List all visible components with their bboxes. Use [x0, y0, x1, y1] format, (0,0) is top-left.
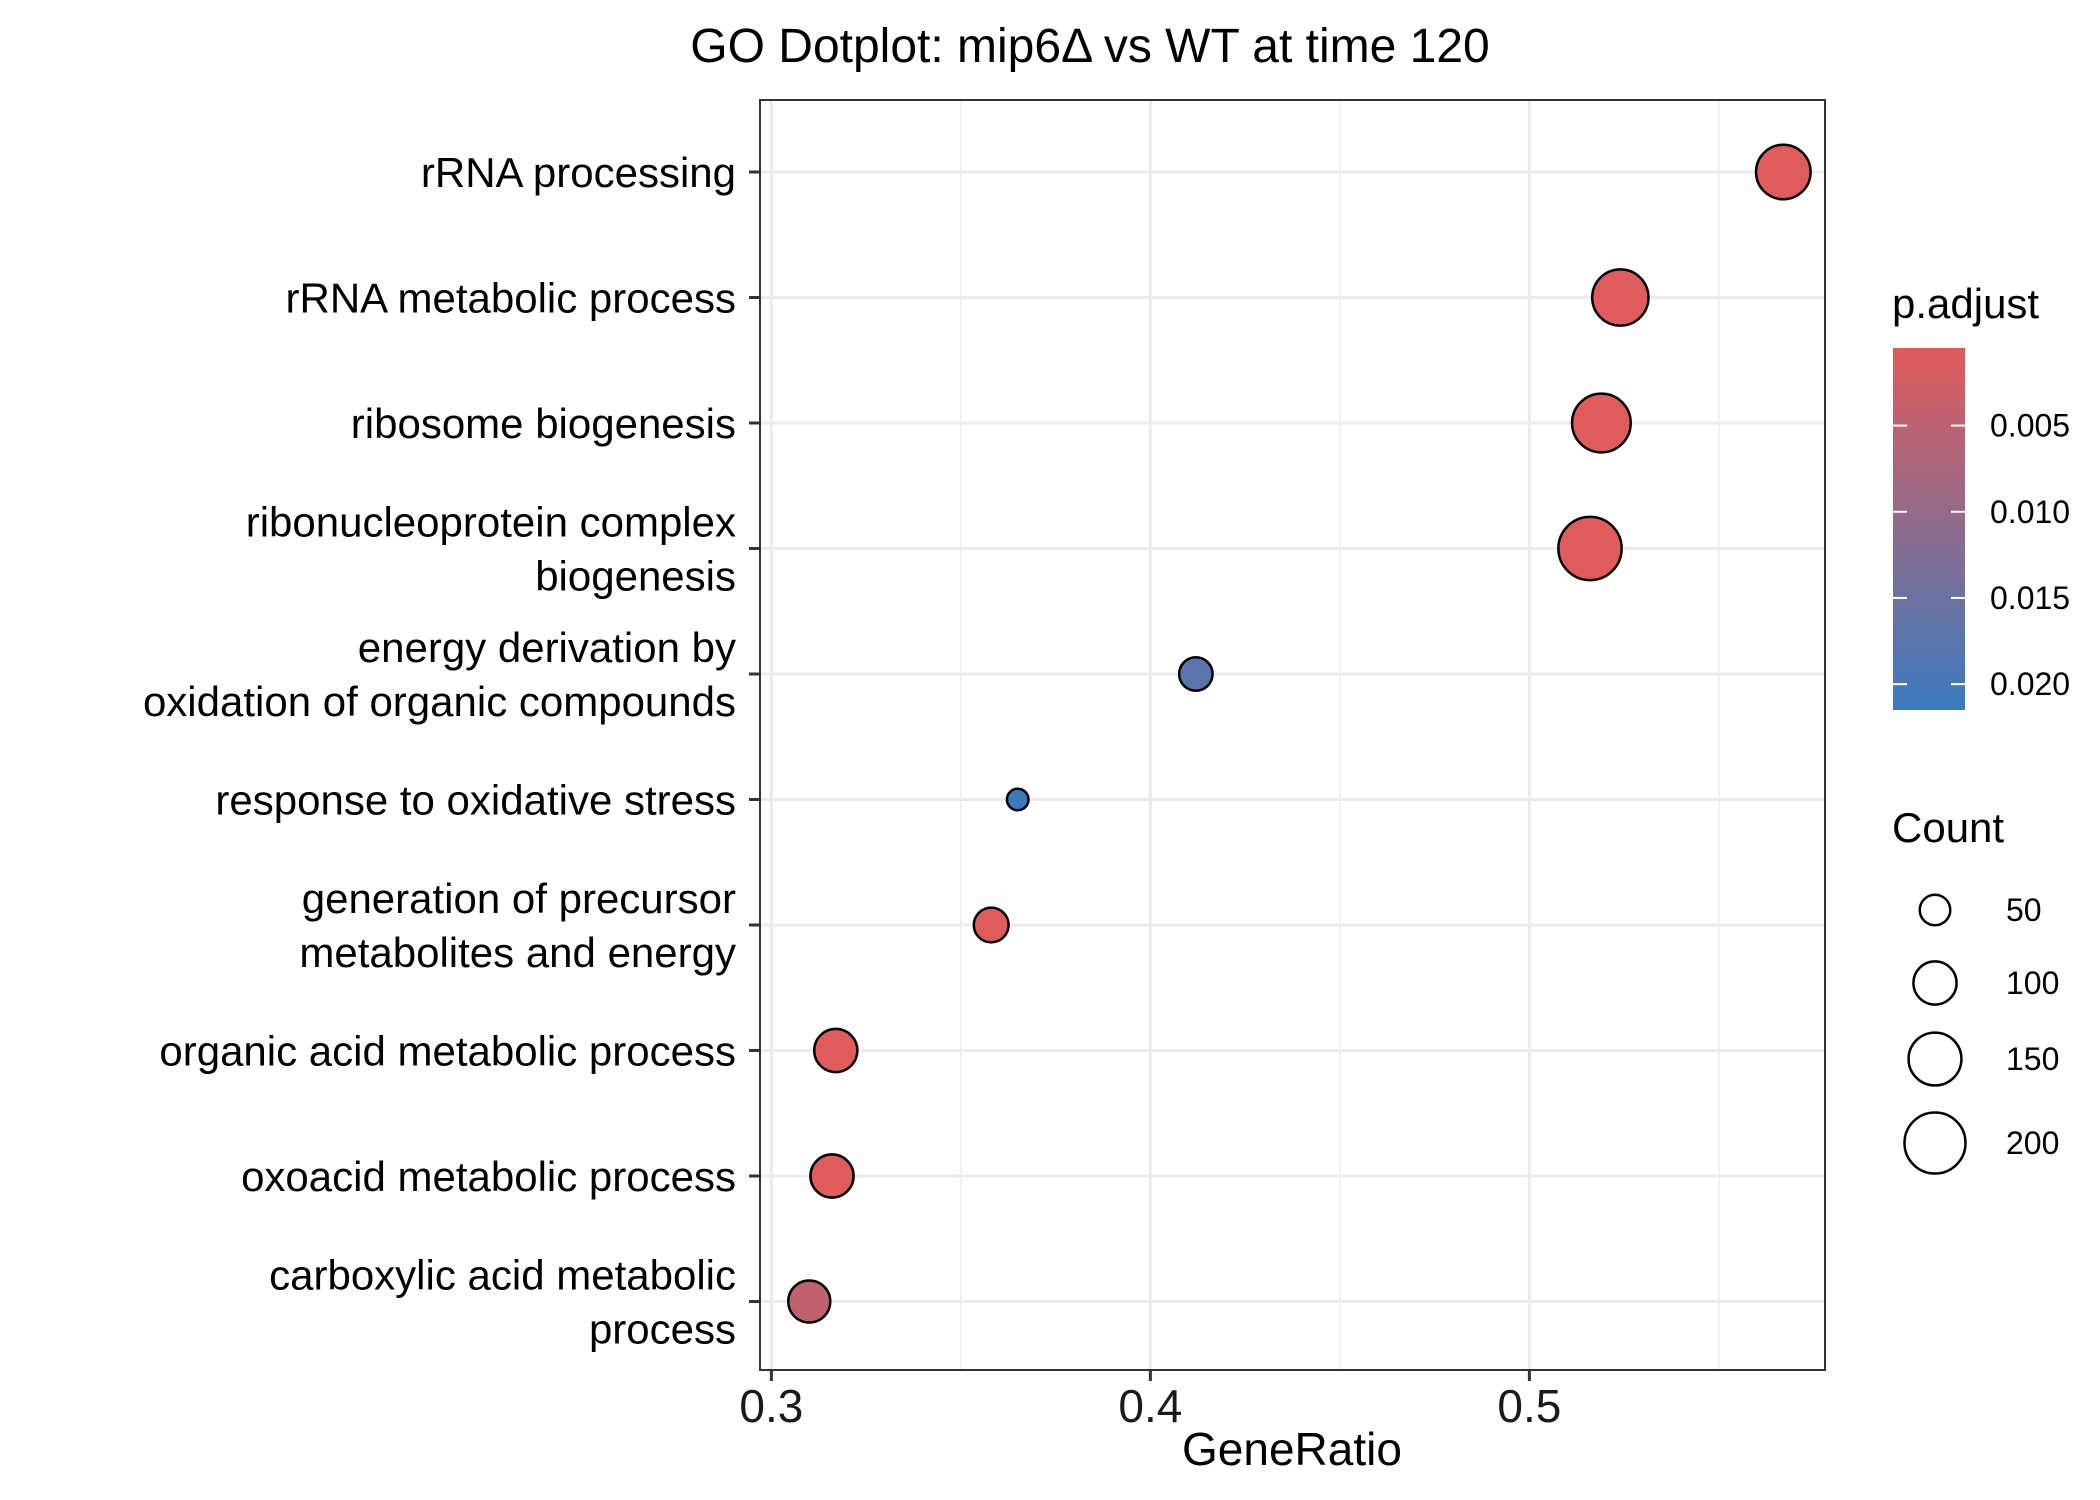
y-tick-label: carboxylic acid metabolic process: [269, 1252, 736, 1353]
plot-border: [759, 99, 1826, 1371]
data-point: [809, 1153, 855, 1199]
y-tick-label: oxoacid metabolic process: [241, 1153, 736, 1200]
plot-panel: [760, 100, 1825, 1370]
x-axis-labels: 0.3 0.4 0.5: [739, 1380, 1561, 1432]
size-legend-label: 50: [2006, 892, 2042, 928]
data-point: [1177, 656, 1214, 692]
size-legend: 50 100 150 200: [1903, 892, 2059, 1175]
x-tick-label: 0.4: [1118, 1380, 1182, 1432]
y-axis-labels: rRNA processing rRNA metabolic process rib…: [143, 149, 736, 1353]
colorbar-tick-label: 0.020: [1990, 666, 2070, 702]
colorbar-tick-label: 0.005: [1990, 408, 2070, 444]
x-axis-title: GeneRatio: [1182, 1423, 1402, 1475]
color-legend-ticks: 0.005 0.010 0.015 0.020: [1893, 408, 2070, 702]
y-tick-label: ribosome biogenesis: [351, 400, 736, 447]
y-tick-label: energy derivation by oxidation of organic…: [143, 624, 736, 725]
y-tick-label: rRNA metabolic process: [286, 275, 737, 322]
data-point: [786, 1279, 832, 1324]
axis-ticks: [749, 170, 1531, 1381]
x-tick-label: 0.5: [1497, 1380, 1561, 1432]
size-legend-title: Count: [1892, 804, 2004, 851]
y-tick-label: response to oxidative stress: [215, 777, 736, 824]
y-tick-label: generation of precursor metabolites and e…: [299, 875, 736, 976]
y-tick-label: rRNA processing: [421, 149, 736, 196]
y-tick-label: ribonucleoprotein complex biogenesis: [246, 499, 736, 600]
size-legend-circle: [1903, 1111, 1967, 1175]
colorbar-tick-label: 0.015: [1990, 580, 2070, 616]
color-legend-bar: [1893, 348, 1965, 710]
x-tick-label: 0.3: [739, 1380, 803, 1432]
y-tick-label: organic acid metabolic process: [159, 1028, 736, 1075]
colorbar-tick-label: 0.010: [1990, 494, 2070, 530]
data-point: [972, 906, 1010, 944]
data-point: [1590, 268, 1650, 327]
grid-layer: [760, 100, 1825, 1370]
data-point: [1557, 515, 1623, 582]
data-point: [1570, 392, 1632, 454]
size-legend-label: 150: [2006, 1041, 2059, 1077]
size-legend-circle: [1907, 1031, 1963, 1087]
data-point: [812, 1027, 859, 1074]
color-legend-title: p.adjust: [1892, 280, 2039, 327]
data-point: [1005, 787, 1030, 812]
data-point: [1754, 143, 1812, 201]
chart-title: GO Dotplot: mip6Δ vs WT at time 120: [690, 20, 1489, 73]
size-legend-circle: [1912, 960, 1958, 1006]
size-legend-label: 100: [2006, 965, 2059, 1001]
data-points: [786, 143, 1812, 1324]
size-legend-label: 200: [2006, 1125, 2059, 1161]
size-legend-circle: [1918, 893, 1952, 927]
